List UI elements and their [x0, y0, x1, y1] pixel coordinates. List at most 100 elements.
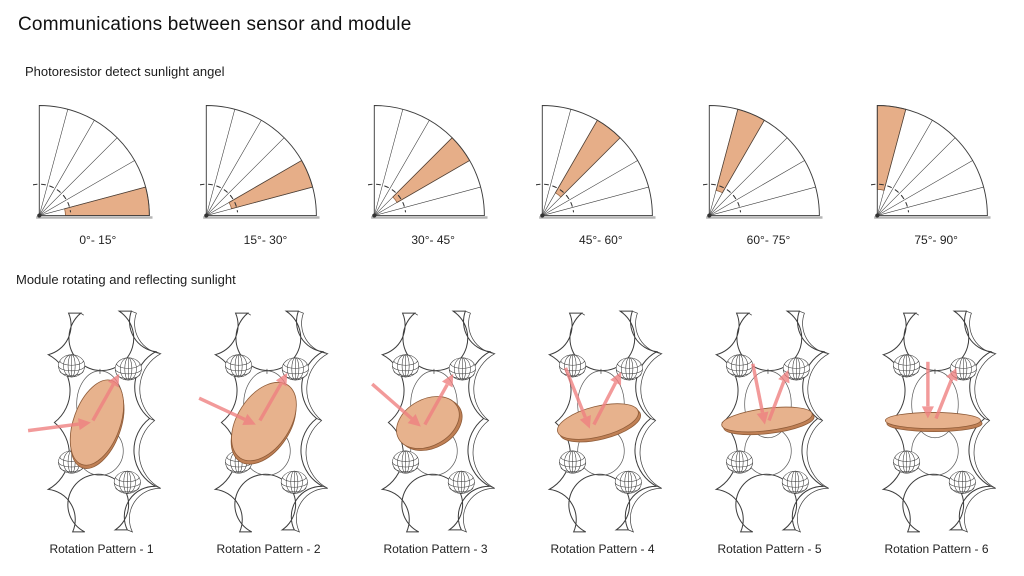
sunlight-angle-fan [871, 105, 991, 219]
dome-sensor [280, 470, 308, 494]
module-cell-4: Rotation Pattern - 4 [525, 299, 680, 556]
section-heading-module: Module rotating and reflecting sunlight [16, 272, 236, 287]
dome-sensor [113, 470, 141, 494]
dome-sensor [725, 450, 753, 474]
fan-cell-2: 15°- 30° [198, 97, 334, 247]
reflected-ray-arrow [422, 373, 453, 426]
fan-vertex-dot [204, 213, 209, 218]
rotation-pattern-label: Rotation Pattern - 4 [550, 542, 655, 556]
module-frame-extrusion [414, 310, 496, 533]
angle-indicator-arc [703, 183, 742, 213]
fan-outline [709, 105, 821, 217]
highlighted-sector [63, 186, 150, 216]
sunlight-angle-fan [32, 105, 153, 219]
mirror-disc [230, 381, 297, 465]
dome-sensor [892, 450, 920, 474]
module-frame-extrusion [80, 310, 162, 533]
fan-angle-label: 15°- 30° [243, 233, 288, 247]
fan-outline [206, 105, 318, 217]
dome-sensor [391, 450, 419, 474]
rotation-pattern-label: Rotation Pattern - 1 [49, 542, 154, 556]
dome-sensor [281, 357, 309, 381]
fan-vertex-dot [540, 213, 545, 218]
fan-vertex-dot [875, 213, 880, 218]
dome-sensor [948, 470, 976, 494]
sunlight-angle-fan [368, 105, 488, 219]
incoming-sun-ray-arrow [921, 361, 934, 419]
module-illustration [197, 310, 329, 533]
angle-indicator-arc [200, 183, 239, 213]
sunlight-angle-fan [200, 105, 321, 219]
dome-sensor [725, 354, 753, 378]
module-frame-extrusion [247, 310, 329, 533]
module-frame-extrusion [748, 310, 830, 533]
incoming-sun-ray-arrow [750, 363, 768, 425]
module-illustration [27, 310, 162, 533]
fan-figure-2 [200, 97, 330, 223]
fan-angle-label: 30°- 45° [411, 233, 455, 247]
highlighted-sector [716, 108, 766, 194]
dome-sensor [448, 357, 476, 381]
dome-sensor [781, 470, 809, 494]
fan-angle-label: 0°- 15° [79, 233, 117, 247]
module-figure-4 [527, 299, 679, 540]
reflected-ray-arrow [766, 369, 790, 422]
module-opening-upper [910, 370, 959, 439]
module-figure-1 [26, 299, 178, 540]
module-figure-5 [694, 299, 846, 540]
angle-indicator-arc [368, 183, 407, 213]
dome-sensor [892, 354, 920, 378]
module-cell-3: Rotation Pattern - 3 [358, 299, 513, 556]
fan-angle-label: 75°- 90° [914, 233, 958, 247]
rotation-pattern-label: Rotation Pattern - 2 [216, 542, 321, 556]
mirror-disc [556, 403, 641, 443]
mirror-disc [884, 412, 982, 433]
fan-cell-4: 45°- 60° [533, 97, 669, 247]
rotation-pattern-label: Rotation Pattern - 3 [383, 542, 488, 556]
rotation-pattern-label: Rotation Pattern - 5 [717, 542, 822, 556]
dome-sensor [615, 357, 643, 381]
fan-figure-4 [535, 97, 666, 223]
highlighted-sector [554, 119, 621, 198]
fan-vertex-dot [707, 213, 712, 218]
dome-sensor [114, 357, 142, 381]
module-figure-6 [861, 299, 1013, 540]
module-figure-3 [360, 299, 512, 540]
fan-angle-label: 60°- 75° [746, 233, 791, 247]
fan-outline [373, 105, 485, 217]
angle-indicator-arc [871, 183, 910, 213]
module-cell-2: Rotation Pattern - 2 [191, 299, 346, 556]
module-cell-1: Rotation Pattern - 1 [24, 299, 179, 556]
fan-cell-1: 0°- 15° [30, 97, 166, 247]
fan-figure-6 [871, 97, 1001, 223]
dome-sensor [224, 354, 252, 378]
module-opening-upper [743, 370, 792, 439]
module-figure-2 [193, 299, 345, 540]
rotation-pattern-row: Rotation Pattern - 1 Rotation Pattern - … [24, 299, 1014, 556]
incoming-sun-ray-arrow [197, 396, 256, 425]
highlighted-sector [228, 159, 314, 210]
reflected-ray-arrow [591, 371, 621, 426]
dome-sensor [391, 354, 419, 378]
incoming-sun-ray-arrow [27, 418, 91, 433]
fan-outline [541, 105, 653, 217]
module-illustration [881, 310, 997, 533]
dome-sensor [57, 354, 85, 378]
module-cell-6: Rotation Pattern - 6 [859, 299, 1014, 556]
sunlight-angle-fan-row: 0°- 15° 15°- 30° 30°- 45° 45°- 60° 60°- … [30, 97, 1004, 247]
incoming-sun-ray-arrow [370, 382, 421, 427]
module-illustration [370, 310, 496, 533]
incoming-sun-ray-arrow [563, 367, 591, 429]
fan-vertex-dot [372, 213, 377, 218]
module-cell-5: Rotation Pattern - 5 [692, 299, 847, 556]
dome-sensor [558, 354, 586, 378]
fan-figure-3 [368, 97, 498, 223]
fan-cell-6: 75°- 90° [868, 97, 1004, 247]
highlighted-sector [392, 137, 471, 204]
dome-sensor [447, 470, 475, 494]
fan-cell-5: 60°- 75° [701, 97, 837, 247]
angle-indicator-arc [32, 183, 71, 213]
fan-cell-3: 30°- 45° [365, 97, 501, 247]
dome-sensor [558, 450, 586, 474]
module-frame-extrusion [915, 310, 997, 533]
